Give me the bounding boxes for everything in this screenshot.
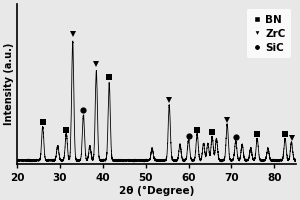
Y-axis label: Intensity (a.u.): Intensity (a.u.) [4,43,14,125]
Legend: BN, ZrC, SiC: BN, ZrC, SiC [247,9,291,58]
X-axis label: 2θ (°Degree): 2θ (°Degree) [119,186,194,196]
